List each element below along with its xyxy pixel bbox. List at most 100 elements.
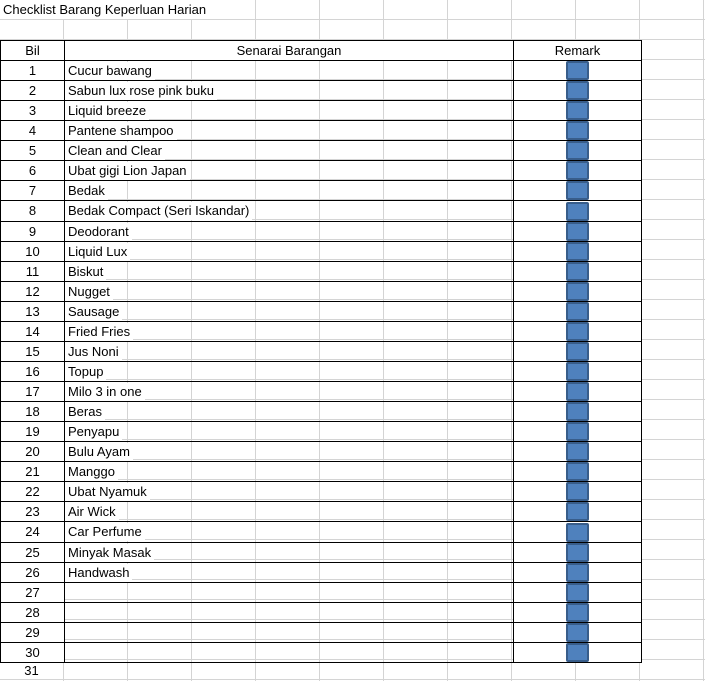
item-cell[interactable]: Topup	[64, 360, 514, 383]
bil-cell[interactable]: 22	[0, 481, 65, 503]
item-cell[interactable]: Car Perfume	[64, 521, 514, 543]
item-cell[interactable]: Minyak Masak	[64, 541, 514, 563]
bil-cell[interactable]: 5	[0, 140, 65, 162]
checkbox[interactable]	[566, 362, 589, 381]
bil-cell[interactable]: 10	[0, 240, 65, 262]
item-cell[interactable]: Handwash	[64, 561, 514, 583]
item-cell[interactable]	[64, 581, 514, 603]
bil-cell[interactable]: 24	[0, 521, 65, 543]
bil-cell[interactable]: 28	[0, 601, 65, 623]
item-cell[interactable]: Clean and Clear	[64, 140, 514, 162]
bil-cell[interactable]: 29	[0, 621, 65, 643]
checkbox[interactable]	[566, 462, 589, 482]
checkbox[interactable]	[566, 301, 589, 321]
remark-cell[interactable]	[513, 280, 642, 302]
checkbox[interactable]	[566, 281, 589, 301]
item-cell[interactable]: Nugget	[64, 280, 514, 302]
item-cell[interactable]: Biskut	[64, 260, 514, 282]
remark-cell[interactable]	[513, 521, 642, 543]
item-cell[interactable]: Penyapu	[64, 421, 514, 443]
checkbox[interactable]	[566, 642, 589, 662]
remark-cell[interactable]	[513, 360, 642, 383]
item-cell[interactable]: Sausage	[64, 300, 514, 322]
remark-cell[interactable]	[513, 380, 642, 403]
item-cell[interactable]	[64, 621, 514, 643]
item-cell[interactable]: Bedak	[64, 180, 514, 202]
checkbox[interactable]	[566, 321, 589, 341]
remark-cell[interactable]	[513, 340, 642, 362]
remark-cell[interactable]	[513, 421, 642, 443]
remark-cell[interactable]	[513, 200, 642, 222]
bil-cell[interactable]: 16	[0, 360, 65, 383]
bil-cell[interactable]: 8	[0, 200, 65, 222]
checkbox[interactable]	[566, 402, 589, 422]
checkbox[interactable]	[566, 622, 589, 642]
item-cell[interactable]: Ubat Nyamuk	[64, 481, 514, 503]
item-cell[interactable]: Ubat gigi Lion Japan	[64, 160, 514, 182]
checkbox[interactable]	[566, 61, 589, 81]
remark-cell[interactable]	[513, 160, 642, 182]
checkbox[interactable]	[566, 482, 589, 502]
checkbox[interactable]	[566, 101, 589, 121]
checkbox[interactable]	[566, 141, 589, 161]
bil-cell[interactable]: 15	[0, 340, 65, 362]
remark-cell[interactable]	[513, 461, 642, 483]
row-number-cell[interactable]: 31	[24, 663, 39, 678]
bil-cell[interactable]: 26	[0, 561, 65, 583]
bil-cell[interactable]: 7	[0, 180, 65, 202]
item-cell[interactable]: Liquid Lux	[64, 240, 514, 262]
item-cell[interactable]: Bedak Compact (Seri Iskandar)	[64, 200, 514, 222]
remark-cell[interactable]	[513, 541, 642, 563]
item-cell[interactable]: Pantene shampoo	[64, 120, 514, 142]
remark-cell[interactable]	[513, 581, 642, 603]
bil-cell[interactable]: 30	[0, 641, 65, 663]
header-remark[interactable]: Remark	[513, 40, 642, 61]
header-bil[interactable]: Bil	[0, 40, 65, 61]
checkbox[interactable]	[566, 542, 589, 562]
remark-cell[interactable]	[513, 401, 642, 423]
checkbox[interactable]	[566, 221, 589, 241]
item-cell[interactable]: Fried Fries	[64, 320, 514, 342]
remark-cell[interactable]	[513, 220, 642, 242]
remark-cell[interactable]	[513, 120, 642, 142]
item-cell[interactable]: Air Wick	[64, 501, 514, 523]
remark-cell[interactable]	[513, 80, 642, 102]
item-cell[interactable]	[64, 641, 514, 663]
remark-cell[interactable]	[513, 240, 642, 262]
remark-cell[interactable]	[513, 621, 642, 643]
bil-cell[interactable]: 12	[0, 280, 65, 302]
checkbox[interactable]	[566, 442, 589, 462]
bil-cell[interactable]: 6	[0, 160, 65, 182]
bil-cell[interactable]: 3	[0, 100, 65, 122]
checkbox[interactable]	[566, 261, 589, 281]
bil-cell[interactable]: 21	[0, 461, 65, 483]
checkbox[interactable]	[566, 502, 589, 522]
item-cell[interactable]: Deodorant	[64, 220, 514, 242]
bil-cell[interactable]: 19	[0, 421, 65, 443]
remark-cell[interactable]	[513, 641, 642, 663]
checkbox[interactable]	[566, 582, 589, 602]
checkbox[interactable]	[566, 241, 589, 261]
remark-cell[interactable]	[513, 320, 642, 342]
item-cell[interactable]: Sabun lux rose pink buku	[64, 80, 514, 102]
checkbox[interactable]	[566, 81, 589, 101]
bil-cell[interactable]: 9	[0, 220, 65, 242]
bil-cell[interactable]: 20	[0, 441, 65, 463]
remark-cell[interactable]	[513, 561, 642, 583]
bil-cell[interactable]: 11	[0, 260, 65, 282]
bil-cell[interactable]: 17	[0, 380, 65, 403]
sheet-title[interactable]: Checklist Barang Keperluan Harian	[0, 0, 210, 19]
remark-cell[interactable]	[513, 501, 642, 523]
remark-cell[interactable]	[513, 260, 642, 282]
checkbox[interactable]	[566, 602, 589, 622]
checkbox[interactable]	[566, 562, 589, 582]
remark-cell[interactable]	[513, 180, 642, 202]
item-cell[interactable]: Cucur bawang	[64, 59, 514, 82]
checkbox[interactable]	[566, 382, 589, 402]
item-cell[interactable]: Bulu Ayam	[64, 441, 514, 463]
checkbox[interactable]	[566, 522, 589, 542]
header-item[interactable]: Senarai Barangan	[64, 40, 514, 61]
remark-cell[interactable]	[513, 140, 642, 162]
bil-cell[interactable]: 1	[0, 59, 65, 82]
